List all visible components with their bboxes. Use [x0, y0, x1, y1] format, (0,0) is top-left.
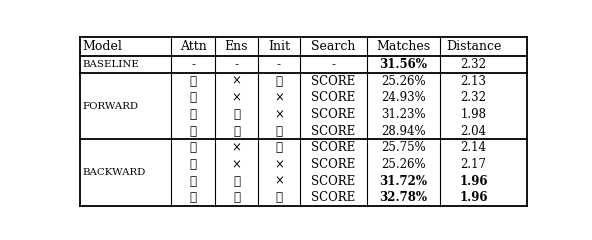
Text: Attn: Attn: [180, 40, 207, 53]
Text: ✓: ✓: [275, 191, 282, 204]
Text: SCORE: SCORE: [311, 191, 356, 204]
Text: 31.23%: 31.23%: [381, 108, 426, 121]
Text: ×: ×: [274, 108, 284, 121]
Text: ✓: ✓: [190, 158, 197, 171]
Text: 25.26%: 25.26%: [381, 158, 426, 171]
Text: ×: ×: [274, 175, 284, 188]
Text: 28.94%: 28.94%: [381, 125, 426, 138]
Text: ✓: ✓: [190, 75, 197, 88]
Text: 2.32: 2.32: [461, 58, 487, 71]
Text: 31.56%: 31.56%: [379, 58, 427, 71]
Text: ✓: ✓: [233, 125, 240, 138]
Text: 2.14: 2.14: [461, 141, 487, 154]
Text: ×: ×: [274, 91, 284, 104]
Text: Ens: Ens: [225, 40, 248, 53]
Text: SCORE: SCORE: [311, 125, 356, 138]
Text: ×: ×: [231, 91, 242, 104]
Text: SCORE: SCORE: [311, 108, 356, 121]
Text: 1.96: 1.96: [459, 175, 488, 188]
Text: SCORE: SCORE: [311, 75, 356, 88]
Text: ×: ×: [231, 75, 242, 88]
Text: SCORE: SCORE: [311, 175, 356, 188]
Text: ✓: ✓: [233, 108, 240, 121]
Text: ✓: ✓: [275, 125, 282, 138]
Text: ✓: ✓: [233, 175, 240, 188]
Text: Init: Init: [268, 40, 290, 53]
Text: -: -: [332, 58, 336, 71]
Text: Model: Model: [82, 40, 122, 53]
Text: ✓: ✓: [190, 175, 197, 188]
Text: Distance: Distance: [446, 40, 501, 53]
Text: -: -: [191, 58, 195, 71]
Text: SCORE: SCORE: [311, 158, 356, 171]
Text: SCORE: SCORE: [311, 91, 356, 104]
Text: -: -: [234, 58, 239, 71]
Text: 31.72%: 31.72%: [379, 175, 427, 188]
Text: 1.96: 1.96: [459, 191, 488, 204]
Text: ✓: ✓: [190, 125, 197, 138]
Text: FORWARD: FORWARD: [82, 102, 139, 111]
Text: 2.13: 2.13: [461, 75, 487, 88]
Text: 2.17: 2.17: [461, 158, 487, 171]
Text: Matches: Matches: [377, 40, 430, 53]
Text: 32.78%: 32.78%: [379, 191, 427, 204]
Text: BASELINE: BASELINE: [82, 60, 139, 69]
Text: ✓: ✓: [275, 141, 282, 154]
Text: SCORE: SCORE: [311, 141, 356, 154]
Text: 2.04: 2.04: [461, 125, 487, 138]
Text: ✓: ✓: [190, 108, 197, 121]
Text: 25.26%: 25.26%: [381, 75, 426, 88]
Text: ✓: ✓: [190, 191, 197, 204]
Text: 2.32: 2.32: [461, 91, 487, 104]
Text: ✓: ✓: [275, 75, 282, 88]
Text: ×: ×: [231, 141, 242, 154]
Text: -: -: [277, 58, 281, 71]
Text: 24.93%: 24.93%: [381, 91, 426, 104]
Text: ✓: ✓: [190, 91, 197, 104]
Text: 1.98: 1.98: [461, 108, 487, 121]
Text: 25.75%: 25.75%: [381, 141, 426, 154]
Text: Search: Search: [311, 40, 356, 53]
Text: BACKWARD: BACKWARD: [82, 168, 146, 177]
Text: ✓: ✓: [190, 141, 197, 154]
Text: ×: ×: [231, 158, 242, 171]
Text: ×: ×: [274, 158, 284, 171]
Text: ✓: ✓: [233, 191, 240, 204]
